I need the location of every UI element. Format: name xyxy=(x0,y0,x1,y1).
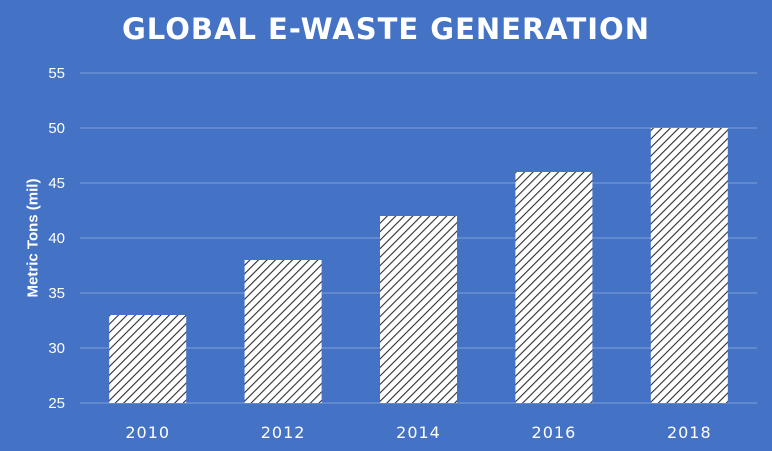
y-tick-label: 25 xyxy=(48,395,65,412)
y-tick-label: 40 xyxy=(48,230,65,247)
chart-title: GLOBAL E-WASTE GENERATION xyxy=(122,12,650,46)
bar-2010 xyxy=(109,315,187,403)
bar-2016 xyxy=(515,172,593,403)
x-tick-label: 2018 xyxy=(667,423,712,442)
y-tick-label: 30 xyxy=(48,340,65,357)
x-tick-label: 2014 xyxy=(396,423,441,442)
x-tick-label: 2010 xyxy=(125,423,170,442)
y-tick-label: 55 xyxy=(48,65,65,82)
y-tick-label: 50 xyxy=(48,120,65,137)
y-tick-label: 45 xyxy=(48,175,65,192)
bar-2012 xyxy=(244,260,322,403)
bar-2018 xyxy=(650,128,728,403)
bar-2014 xyxy=(380,216,457,403)
y-tick-label: 35 xyxy=(48,285,65,302)
x-tick-label: 2012 xyxy=(261,423,306,442)
x-tick-label: 2016 xyxy=(532,423,577,442)
